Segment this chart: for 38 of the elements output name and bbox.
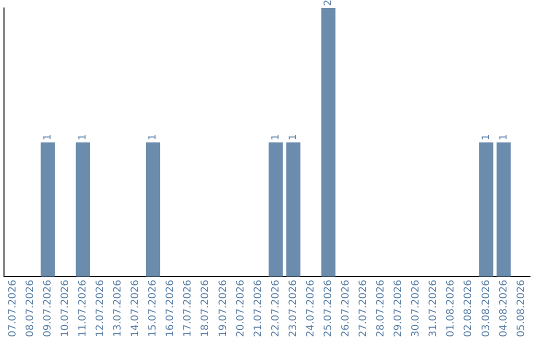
x-tick-label: 29.07.2026 (393, 280, 404, 338)
x-tick-label: 24.07.2026 (305, 280, 316, 338)
data-label: 1 (498, 134, 510, 140)
x-tick-label: 23.07.2026 (288, 280, 299, 338)
x-tick-label: 27.07.2026 (358, 280, 370, 338)
data-label: 1 (42, 134, 54, 140)
x-tick-label: 30.07.2026 (410, 280, 422, 338)
x-tick-label: 26.07.2026 (340, 280, 352, 338)
x-tick-label: 02.08.2026 (463, 280, 474, 338)
x-tick-label: 03.08.2026 (480, 280, 492, 338)
x-tick-label: 07.07.2026 (7, 280, 18, 338)
x-tick-label: 12.07.2026 (95, 280, 106, 338)
x-tick-label: 25.07.2026 (322, 280, 334, 338)
x-tick-label: 31.07.2026 (428, 280, 440, 338)
x-tick-label: 04.08.2026 (498, 280, 510, 338)
x-tick-label: 05.08.2026 (516, 280, 527, 338)
data-label: 1 (270, 134, 282, 140)
x-tick-label: 09.07.2026 (42, 280, 54, 338)
x-tick-label: 22.07.2026 (270, 280, 282, 338)
data-label: 1 (148, 134, 159, 140)
data-label: 1 (288, 134, 299, 140)
x-tick-label: 13.07.2026 (112, 280, 124, 338)
data-label: 1 (77, 134, 88, 140)
x-tick-label: 21.07.2026 (252, 280, 264, 338)
x-tick-label: 14.07.2026 (130, 280, 142, 338)
x-tick-label: 18.07.2026 (200, 280, 212, 338)
x-tick-label: 10.07.2026 (60, 280, 71, 338)
x-tick-label: 17.07.2026 (182, 280, 194, 338)
data-label: 2 (322, 0, 334, 6)
x-tick-label: 20.07.2026 (235, 280, 246, 338)
x-tick-label: 19.07.2026 (218, 280, 229, 338)
x-tick-label: 16.07.2026 (165, 280, 176, 338)
x-tick-label: 28.07.2026 (376, 280, 387, 338)
x-tick-label: 15.07.2026 (148, 280, 159, 338)
x-tick-label: 11.07.2026 (77, 280, 88, 338)
data-label: 1 (480, 134, 492, 140)
x-tick-label: 08.07.2026 (24, 280, 36, 338)
x-tick-label: 01.08.2026 (446, 280, 457, 338)
